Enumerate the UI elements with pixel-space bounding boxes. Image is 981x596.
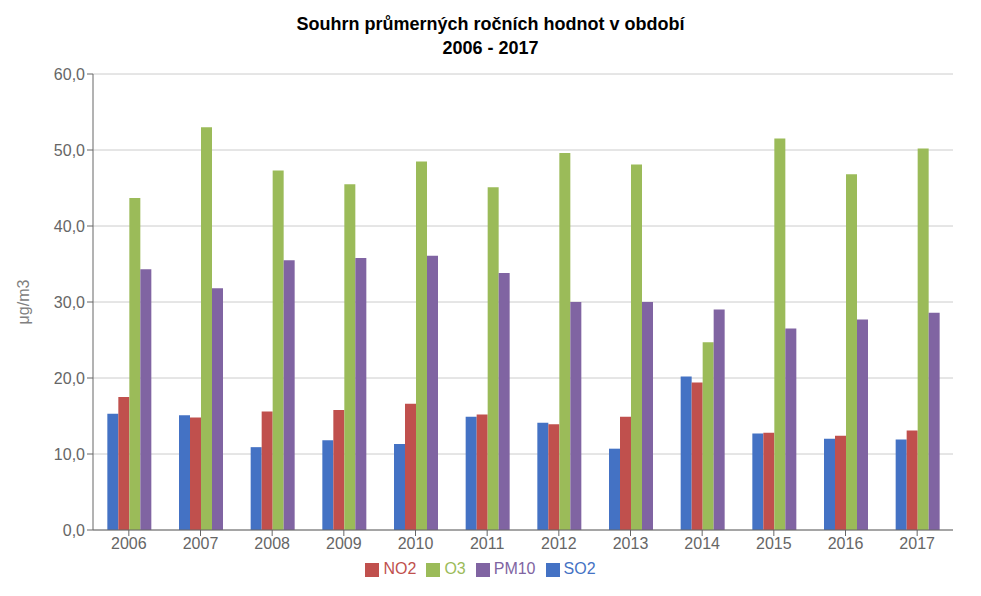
html-text:O3: O3 (444, 560, 466, 577)
svg-text:40,0: 40,0 (54, 218, 85, 235)
html-text:2006 - 2017: 2006 - 2017 (442, 38, 539, 58)
svg-text:2010: 2010 (398, 535, 434, 552)
svg-text:2011: 2011 (470, 535, 505, 552)
svg-text:2009: 2009 (326, 535, 362, 552)
html-text:NO2: NO2 (383, 560, 417, 577)
svg-text:30,0: 30,0 (54, 294, 85, 311)
svg-text:2017: 2017 (899, 535, 935, 552)
svg-text:2012: 2012 (541, 535, 577, 552)
svg-text:2013: 2013 (613, 535, 649, 552)
svg-text:50,0: 50,0 (54, 142, 85, 159)
svg-text:20,0: 20,0 (54, 370, 85, 387)
svg-text:10,0: 10,0 (54, 446, 85, 463)
html-text:SO2: SO2 (563, 560, 596, 577)
svg-text:2014: 2014 (684, 535, 720, 552)
svg-text:2015: 2015 (756, 535, 792, 552)
svg-text:60,0: 60,0 (54, 66, 85, 83)
html-text:PM10: PM10 (493, 560, 536, 577)
svg-text:μg/m3: μg/m3 (15, 280, 32, 325)
svg-text:2008: 2008 (254, 535, 290, 552)
svg-text:0,0: 0,0 (63, 522, 85, 539)
svg-text:2006: 2006 (111, 535, 147, 552)
svg-text:2016: 2016 (828, 535, 864, 552)
html-text:Souhrn průmerných ročních hodn: Souhrn průmerných ročních hodnot v obdob… (296, 14, 685, 34)
svg-text:2007: 2007 (183, 535, 219, 552)
